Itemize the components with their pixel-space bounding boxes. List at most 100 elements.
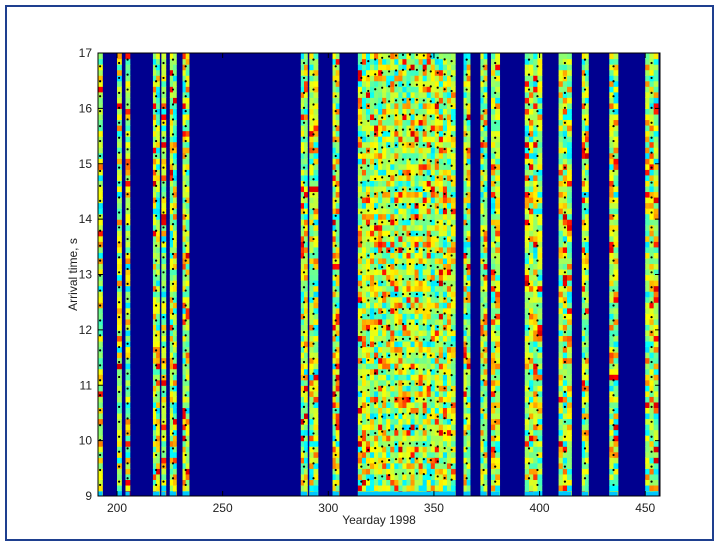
- arrival-dot: [381, 430, 383, 432]
- arrival-dot: [374, 163, 376, 165]
- arrival-dot: [528, 298, 530, 300]
- arrival-dot: [650, 137, 652, 139]
- arrival-dot: [172, 133, 174, 135]
- arrival-dot: [528, 477, 530, 479]
- arrival-dot: [303, 196, 305, 198]
- arrival-dot: [367, 150, 369, 152]
- arrival-dot: [437, 221, 439, 223]
- arrival-dot: [612, 170, 614, 172]
- arrival-dot: [423, 413, 425, 415]
- arrival-dot: [367, 210, 369, 212]
- arrival-dot: [99, 454, 101, 456]
- arrival-dot: [416, 428, 418, 430]
- arrival-dot: [367, 224, 369, 226]
- arrival-dot: [423, 249, 425, 251]
- arrival-dot: [409, 427, 411, 429]
- arrival-dot: [172, 74, 174, 76]
- arrival-dot: [388, 444, 390, 446]
- arrival-dot: [99, 319, 101, 321]
- arrival-dot: [155, 275, 157, 277]
- arrival-dot: [466, 477, 468, 479]
- arrival-dot: [118, 466, 120, 468]
- arrival-dot: [444, 327, 446, 329]
- arrival-dot: [374, 447, 376, 449]
- x-tick-label: 250: [213, 501, 233, 515]
- arrival-dot: [126, 387, 128, 389]
- arrival-dot: [388, 414, 390, 416]
- arrival-dot: [395, 309, 397, 311]
- arrival-dot: [185, 155, 187, 157]
- arrival-dot: [536, 424, 538, 426]
- arrival-dot: [494, 241, 496, 243]
- arrival-dot: [402, 143, 404, 145]
- arrival-dot: [185, 140, 187, 142]
- arrival-dot: [360, 122, 362, 124]
- arrival-dot: [494, 391, 496, 393]
- arrival-dot: [528, 358, 530, 360]
- arrival-dot: [312, 298, 314, 300]
- arrival-dot: [437, 131, 439, 133]
- arrival-dot: [395, 264, 397, 266]
- arrival-dot: [444, 73, 446, 75]
- arrival-dot: [395, 324, 397, 326]
- arrival-dot: [360, 241, 362, 243]
- arrival-dot: [312, 268, 314, 270]
- arrival-dot: [450, 224, 452, 226]
- arrival-dot: [185, 409, 187, 411]
- arrival-dot: [374, 357, 376, 359]
- arrival-dot: [162, 181, 164, 183]
- arrival-dot: [528, 88, 530, 90]
- arrival-dot: [335, 275, 337, 277]
- arrival-dot: [612, 334, 614, 336]
- arrival-dot: [444, 432, 446, 434]
- y-tick-label: 12: [79, 323, 93, 337]
- arrival-dot: [416, 338, 418, 340]
- arrival-dot: [99, 95, 101, 97]
- arrival-dot: [650, 436, 652, 438]
- arrival-dot: [402, 457, 404, 459]
- arrival-dot: [388, 399, 390, 401]
- arrival-dot: [612, 185, 614, 187]
- arrival-dot: [118, 301, 120, 303]
- arrival-dot: [381, 102, 383, 104]
- arrival-dot: [450, 105, 452, 107]
- arrival-dot: [409, 69, 411, 71]
- arrival-dot: [118, 167, 120, 169]
- arrival-dot: [437, 475, 439, 477]
- arrival-dot: [381, 251, 383, 253]
- arrival-dot: [423, 54, 425, 56]
- arrival-dot: [564, 331, 566, 333]
- y-tick-label: 17: [79, 46, 93, 60]
- arrival-dot: [494, 436, 496, 438]
- arrival-dot: [185, 215, 187, 217]
- arrival-dot: [494, 107, 496, 109]
- x-tick-label: 350: [424, 501, 444, 515]
- arrival-dot: [466, 59, 468, 61]
- arrival-dot: [416, 383, 418, 385]
- arrival-dot: [450, 449, 452, 451]
- arrival-dot: [312, 402, 314, 404]
- arrival-dot: [430, 115, 432, 117]
- arrival-dot: [388, 325, 390, 327]
- arrival-dot: [303, 376, 305, 378]
- arrival-dot: [335, 260, 337, 262]
- arrival-dot: [335, 155, 337, 157]
- arrival-dot: [612, 245, 614, 247]
- arrival-dot: [303, 436, 305, 438]
- arrival-dot: [118, 271, 120, 273]
- arrival-dot: [650, 421, 652, 423]
- arrival-dot: [430, 265, 432, 267]
- arrival-dot: [172, 387, 174, 389]
- arrival-dot: [388, 190, 390, 192]
- arrival-dot: [155, 454, 157, 456]
- arrival-dot: [494, 226, 496, 228]
- arrival-dot: [118, 286, 120, 288]
- arrival-dot: [444, 387, 446, 389]
- arrival-dot: [430, 220, 432, 222]
- arrival-dot: [536, 215, 538, 217]
- arrival-dot: [564, 152, 566, 154]
- arrival-dot: [388, 85, 390, 87]
- arrival-dot: [494, 167, 496, 169]
